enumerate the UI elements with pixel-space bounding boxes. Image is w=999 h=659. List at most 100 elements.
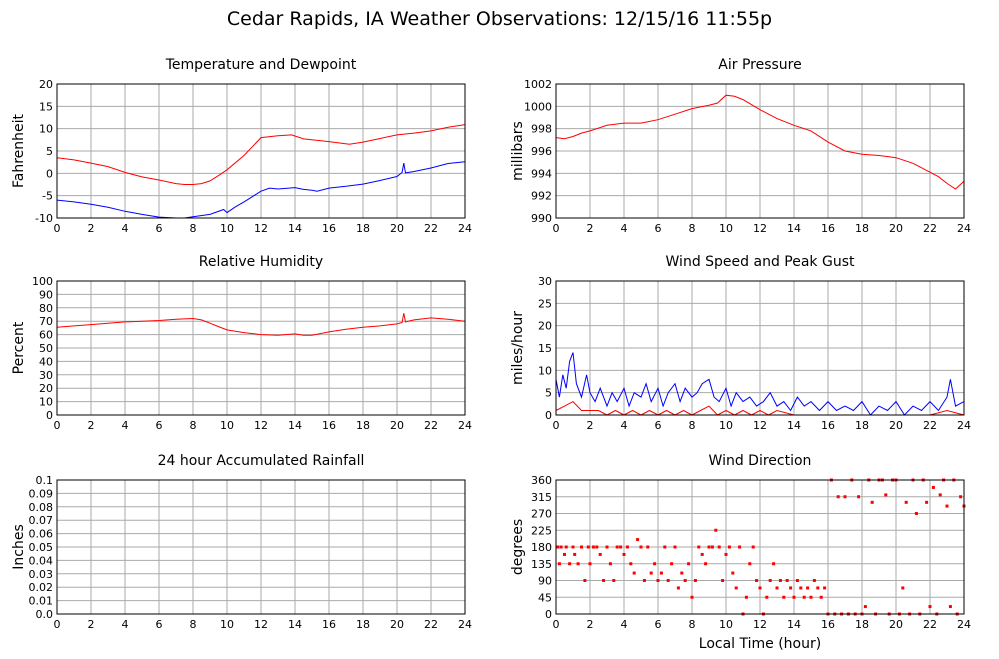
y-tick-label: 100: [32, 275, 53, 288]
chart-title: Air Pressure: [718, 57, 801, 73]
y-tick-label: 0.01: [29, 595, 54, 608]
scatter-point: [707, 545, 711, 549]
x-tick-label: 6: [156, 419, 163, 432]
x-tick-label: 16: [322, 618, 336, 631]
x-tick-label: 22: [424, 618, 438, 631]
scatter-point: [559, 545, 563, 549]
scatter-point: [642, 579, 646, 582]
x-tick-label: 10: [719, 618, 733, 631]
plot-frame: [56, 479, 466, 615]
x-tick-label: 10: [719, 222, 733, 235]
y-tick-label: 20: [39, 382, 53, 395]
y-tick-label: 990: [531, 212, 552, 225]
x-tick-label: 2: [587, 618, 594, 631]
y-tick-label: 0: [46, 409, 53, 422]
scatter-point: [583, 579, 587, 582]
scatter-point: [738, 545, 742, 549]
scatter-point: [836, 495, 840, 499]
plot-frame: [56, 280, 466, 416]
scatter-point: [653, 562, 657, 566]
scatter-point: [792, 595, 796, 599]
scatter-point: [588, 562, 592, 566]
scatter-point: [710, 545, 714, 549]
x-tick-label: 24: [957, 222, 971, 235]
y-tick-label: 0.08: [29, 501, 54, 514]
scatter-point: [605, 545, 609, 549]
y-tick-label: 0.1: [36, 474, 54, 487]
y-tick-label: 360: [531, 474, 552, 487]
scatter-point: [775, 586, 779, 590]
x-tick-label: 22: [424, 419, 438, 432]
plot-frame: [555, 479, 965, 615]
y-tick-label: -5: [42, 190, 53, 203]
x-tick-label: 4: [122, 419, 129, 432]
y-tick-label: 1002: [524, 78, 552, 91]
scatter-point: [646, 545, 650, 549]
scatter-point: [904, 500, 908, 504]
y-tick-label: 10: [39, 396, 53, 409]
x-tick-label: 0: [54, 618, 61, 631]
x-tick-label: 10: [719, 419, 733, 432]
scatter-point: [568, 562, 572, 566]
scatter-point: [700, 552, 704, 556]
scatter-point: [819, 595, 823, 599]
scatter-point: [925, 500, 929, 504]
x-tick-label: 10: [220, 419, 234, 432]
x-tick-label: 6: [655, 222, 662, 235]
y-tick-label: 25: [538, 297, 552, 310]
y-tick-label: 315: [531, 491, 552, 504]
x-tick-label: 0: [553, 222, 560, 235]
scatter-point: [580, 545, 583, 549]
y-tick-label: 40: [39, 355, 53, 368]
scatter-point: [748, 562, 752, 566]
y-tick-label: 0: [545, 608, 552, 621]
x-tick-label: 14: [288, 419, 302, 432]
scatter-point: [778, 579, 782, 582]
x-tick-label: 24: [458, 618, 472, 631]
x-tick-label: 18: [855, 419, 869, 432]
chart-title: 24 hour Accumulated Rainfall: [158, 453, 365, 469]
y-tick-label: 5: [46, 145, 53, 158]
y-tick-label: 20: [39, 78, 53, 91]
scatter-point: [625, 545, 629, 549]
x-tick-label: 20: [889, 222, 903, 235]
x-tick-label: 14: [787, 419, 801, 432]
x-tick-label: 2: [587, 222, 594, 235]
y-axis-label: Fahrenheit: [11, 113, 27, 188]
x-tick-label: 4: [621, 618, 628, 631]
scatter-point: [659, 571, 663, 575]
x-tick-label: 2: [88, 419, 95, 432]
x-tick-label: 20: [390, 222, 404, 235]
scatter-point: [938, 493, 942, 497]
chart-temp: 0 2 4 6 8 10 12 14 16 18 20 22 24-10-505101520Temper…: [11, 57, 472, 235]
y-tick-label: 70: [39, 315, 53, 328]
x-tick-label: 16: [322, 222, 336, 235]
y-tick-label: 0.05: [29, 541, 54, 554]
x-tick-label: 18: [356, 419, 370, 432]
x-tick-label: 6: [655, 618, 662, 631]
x-tick-label: 18: [855, 222, 869, 235]
scatter-point: [806, 586, 810, 590]
chart-title: Wind Speed and Peak Gust: [666, 254, 855, 270]
scatter-point: [564, 545, 568, 549]
y-tick-label: 15: [538, 342, 552, 355]
scatter-point: [690, 595, 694, 599]
series-line-1: [555, 94, 965, 190]
y-axis-label: degrees: [510, 519, 526, 575]
y-tick-label: 80: [39, 302, 53, 315]
x-tick-label: 8: [190, 618, 197, 631]
x-tick-label: 2: [587, 419, 594, 432]
scatter-point: [666, 579, 670, 582]
x-tick-label: 4: [122, 222, 129, 235]
plot-frame: [555, 280, 965, 416]
y-axis-label: miles/hour: [510, 311, 526, 385]
scatter-point: [598, 552, 602, 556]
y-tick-label: 992: [531, 190, 552, 203]
y-tick-label: 996: [531, 145, 552, 158]
x-axis-label: Local Time (hour): [699, 636, 821, 652]
x-tick-label: 0: [54, 222, 61, 235]
series-line-1: [56, 124, 466, 185]
y-tick-label: 30: [39, 369, 53, 382]
